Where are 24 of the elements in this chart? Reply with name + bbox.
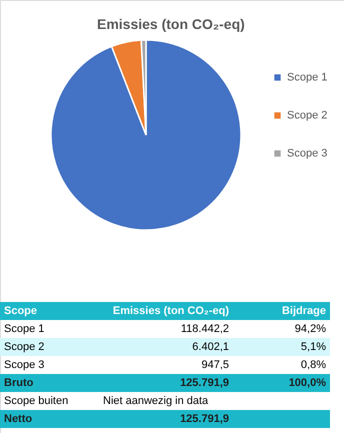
category-label: Scope 3 (4, 359, 44, 371)
text: 125.791,9 (180, 377, 229, 389)
text: Scope (4, 305, 38, 317)
chart-title: Emissies (ton CO₂-eq) (97, 16, 245, 32)
pie-slice (50, 39, 242, 231)
text: 125.791,9 (180, 413, 229, 425)
text: Bruto (4, 377, 34, 389)
category-label: Scope 2 (4, 341, 44, 353)
text: 100,0% (288, 377, 326, 389)
text: Scope buiten (4, 395, 68, 407)
text: Emissies (ton CO₂-eq) (112, 305, 230, 317)
legend-label: Scope 2 (287, 110, 328, 122)
text: 5,1% (300, 341, 326, 353)
text: 0,8% (300, 359, 326, 371)
text: 118.442,2 (180, 323, 229, 335)
text: 947,5 (201, 359, 229, 371)
text: 6.402,1 (192, 341, 229, 353)
text: Netto (4, 413, 32, 425)
legend-label: Scope 3 (287, 148, 328, 160)
category-label: Scope 1 (4, 323, 44, 335)
text: 94,2% (294, 323, 326, 335)
text: Bijdrage (282, 305, 326, 317)
text: Niet aanwezig in data (103, 395, 210, 407)
legend-label: Scope 1 (287, 72, 328, 84)
